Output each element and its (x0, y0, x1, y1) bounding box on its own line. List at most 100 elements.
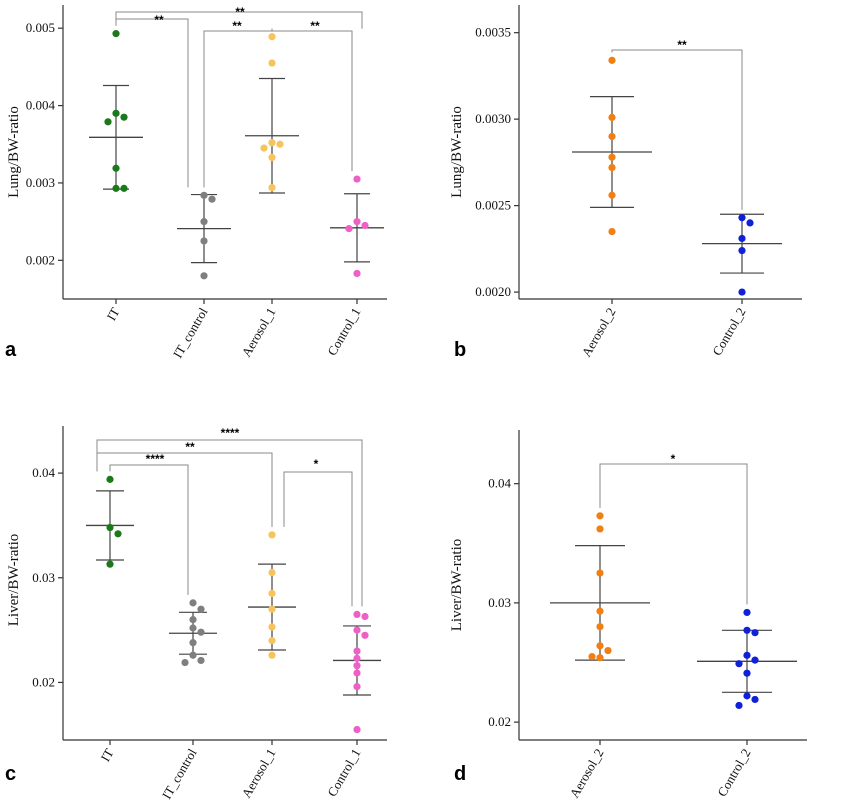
significance-bracket (271, 28, 353, 172)
x-tick-label: Aerosol_1 (239, 746, 279, 800)
panel-c: 0.02 0.03 0.04 Liver/BW-ratio IT IT_control Ae… (5, 426, 387, 802)
panel-b: 0.0020 0.0025 0.0030 0.0035 Lung/BW-ratio Aer… (449, 5, 802, 361)
data-point (743, 692, 751, 700)
data-point (608, 191, 616, 199)
x-tick-label: IT_control (159, 746, 200, 802)
data-point (189, 639, 197, 647)
significance-bracket (96, 439, 363, 607)
data-point (353, 662, 361, 670)
y-axis-title: Liver/BW-ratio (6, 534, 22, 626)
x-tick-label: IT_control (170, 305, 211, 361)
y-tick-label: 0.0025 (475, 198, 511, 213)
data-point (200, 191, 208, 199)
data-point (608, 227, 616, 236)
significance-label: * (671, 452, 676, 466)
data-point (197, 656, 205, 665)
panel-a: 0.002 0.003 0.004 0.005 Lung/BW-ratio IT IT_co… (5, 5, 387, 361)
panel-letter: c (5, 763, 16, 785)
data-point (208, 195, 216, 203)
panel-letter: d (454, 763, 466, 785)
y-tick-label: 0.0030 (475, 111, 511, 126)
x-tick-label: Aerosol_2 (579, 305, 619, 359)
x-tick-label: Control_1 (324, 305, 363, 358)
data-point (353, 610, 361, 619)
data-point (738, 246, 746, 255)
significance-label: * (314, 457, 319, 471)
data-point (197, 605, 205, 613)
data-point (738, 288, 746, 296)
significance-label: ** (310, 19, 320, 33)
significance-bracket (115, 11, 363, 29)
data-point (268, 531, 276, 539)
data-point (738, 234, 746, 243)
data-point (112, 164, 120, 172)
significance-bracket (96, 452, 273, 527)
data-point (751, 629, 759, 637)
significance-label: **** (146, 452, 165, 466)
data-point (268, 33, 276, 41)
significance-bracket (203, 28, 273, 188)
significance-label: ** (154, 13, 164, 27)
data-point (112, 30, 120, 38)
data-point (189, 624, 197, 632)
significance-label: ** (235, 5, 245, 19)
y-axis-title: Liver/BW-ratio (449, 539, 465, 631)
y-tick-label: 0.005 (26, 20, 55, 35)
data-point (735, 660, 743, 668)
data-point (353, 654, 361, 662)
x-tick-label: Control_1 (324, 746, 363, 799)
significance-bracket (109, 464, 189, 595)
panel-letter: b (454, 339, 466, 361)
data-point (596, 512, 604, 520)
x-tick-label: IT (97, 746, 116, 764)
y-tick-label: 0.03 (32, 570, 55, 585)
y-tick-label: 0.03 (488, 595, 511, 610)
data-point (268, 623, 276, 631)
y-axis-title: Lung/BW-ratio (6, 106, 22, 198)
data-point (268, 651, 276, 659)
data-point (200, 218, 208, 226)
data-point (361, 631, 369, 639)
data-point (345, 224, 353, 233)
data-point (268, 636, 276, 645)
data-point (268, 589, 276, 598)
data-point (743, 669, 751, 677)
y-tick-label: 0.004 (26, 98, 56, 113)
significance-bracket (611, 49, 743, 210)
data-point (751, 656, 759, 664)
data-point (353, 218, 361, 226)
data-point (276, 140, 284, 148)
data-point (596, 654, 604, 662)
data-point (608, 113, 616, 122)
data-point (735, 701, 743, 710)
data-point (106, 523, 114, 532)
significance-label: ** (677, 38, 687, 52)
data-point (746, 219, 754, 227)
data-point (743, 651, 751, 659)
data-point (189, 599, 197, 607)
x-tick-label: IT (103, 305, 122, 323)
x-tick-label: Aerosol_2 (567, 746, 607, 800)
panel-d: 0.02 0.03 0.04 Liver/BW-ratio Aerosol_2 Contr… (449, 430, 807, 800)
significance-label: ** (232, 19, 242, 33)
data-point (268, 59, 276, 67)
y-tick-label: 0.04 (488, 476, 511, 491)
data-point (268, 605, 276, 613)
data-point (588, 652, 596, 661)
data-point (268, 139, 276, 147)
data-point (268, 153, 276, 162)
data-point (596, 525, 604, 533)
data-point (189, 616, 197, 624)
y-tick-label: 0.04 (32, 465, 55, 480)
data-point (608, 153, 616, 161)
panel-letter: a (5, 339, 17, 361)
data-point (112, 184, 120, 192)
data-point (743, 608, 751, 617)
data-point (353, 626, 361, 634)
x-tick-label: Control_2 (714, 746, 753, 799)
data-point (596, 623, 604, 631)
data-point (353, 175, 361, 183)
data-point (608, 56, 616, 64)
data-point (120, 184, 128, 192)
